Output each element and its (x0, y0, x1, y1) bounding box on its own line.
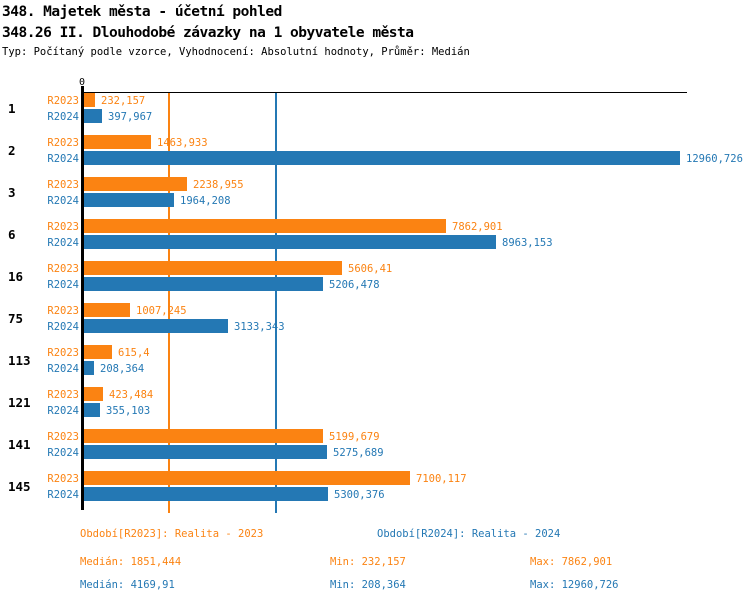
stat-median-r2024: Medián: 4169,91 (80, 579, 175, 591)
bar-value-label: 5300,376 (334, 489, 385, 501)
series-tick-label-r2023: R2023 (47, 473, 79, 485)
bar-r2023 (84, 387, 103, 401)
report-subtitle: 348.26 II. Dlouhodobé závazky na 1 obyva… (2, 25, 414, 41)
bar-value-label: 1463,933 (157, 137, 208, 149)
stat-min-r2024: Min: 208,364 (330, 579, 406, 591)
bar-r2024 (84, 151, 680, 165)
stat-max-r2023: Max: 7862,901 (530, 556, 613, 568)
bar-r2024 (84, 319, 228, 333)
bar-r2024 (84, 361, 94, 375)
median-gridline-r2023 (168, 92, 171, 513)
y-axis-line (81, 86, 84, 510)
category-label: 141 (8, 437, 31, 452)
category-label: 6 (8, 227, 16, 242)
series-tick-label-r2024: R2024 (47, 111, 79, 123)
series-tick-label-r2024: R2024 (47, 237, 79, 249)
bar-value-label: 208,364 (100, 363, 145, 375)
bar-value-label: 5606,41 (348, 263, 393, 275)
x-axis-zero-label: 0 (78, 77, 86, 88)
bar-value-label: 2238,955 (193, 179, 244, 191)
category-label: 2 (8, 143, 16, 158)
bar-r2023 (84, 219, 446, 233)
stat-median-r2023: Medián: 1851,444 (80, 556, 182, 568)
bar-value-label: 355,103 (106, 405, 151, 417)
category-label: 16 (8, 269, 24, 284)
legend-entry-r2023: Období[R2023]: Realita - 2023 (80, 528, 264, 540)
bar-r2023 (84, 261, 342, 275)
bar-r2023 (84, 303, 130, 317)
bar-value-label: 7100,117 (416, 473, 467, 485)
median-gridline-r2024 (274, 92, 277, 513)
series-tick-label-r2024: R2024 (47, 489, 79, 501)
bar-r2023 (84, 471, 410, 485)
category-label: 75 (8, 311, 24, 326)
category-label: 113 (8, 353, 31, 368)
bar-r2023 (84, 429, 323, 443)
bar-value-label: 397,967 (108, 111, 153, 123)
bar-value-label: 1007,245 (136, 305, 187, 317)
bar-value-label: 3133,343 (234, 321, 285, 333)
series-tick-label-r2023: R2023 (47, 305, 79, 317)
bar-value-label: 5275,689 (333, 447, 384, 459)
category-label: 145 (8, 479, 31, 494)
series-tick-label-r2023: R2023 (47, 263, 79, 275)
series-tick-label-r2023: R2023 (47, 137, 79, 149)
stat-max-r2024: Max: 12960,726 (530, 579, 619, 591)
category-label: 3 (8, 185, 16, 200)
series-tick-label-r2024: R2024 (47, 405, 79, 417)
bar-r2024 (84, 277, 323, 291)
bar-value-label: 8963,153 (502, 237, 553, 249)
series-tick-label-r2024: R2024 (47, 321, 79, 333)
series-tick-label-r2024: R2024 (47, 195, 79, 207)
series-tick-label-r2024: R2024 (47, 447, 79, 459)
series-tick-label-r2024: R2024 (47, 279, 79, 291)
series-tick-label-r2023: R2023 (47, 221, 79, 233)
bar-r2024 (84, 193, 174, 207)
bar-r2023 (84, 135, 151, 149)
category-label: 1 (8, 101, 16, 116)
x-axis-top-border (81, 92, 687, 93)
stat-min-r2023: Min: 232,157 (330, 556, 406, 568)
bar-r2024 (84, 109, 102, 123)
bar-value-label: 5206,478 (329, 279, 380, 291)
bar-value-label: 5199,679 (329, 431, 380, 443)
report-meta-line: Typ: Počítaný podle vzorce, Vyhodnocení:… (2, 46, 470, 58)
series-tick-label-r2023: R2023 (47, 389, 79, 401)
series-tick-label-r2023: R2023 (47, 347, 79, 359)
series-tick-label-r2023: R2023 (47, 95, 79, 107)
bar-r2023 (84, 93, 95, 107)
series-tick-label-r2024: R2024 (47, 363, 79, 375)
bar-value-label: 7862,901 (452, 221, 503, 233)
series-tick-label-r2024: R2024 (47, 153, 79, 165)
bar-r2024 (84, 445, 327, 459)
bar-r2024 (84, 235, 496, 249)
bar-value-label: 232,157 (101, 95, 146, 107)
bar-value-label: 615,4 (118, 347, 150, 359)
bar-r2023 (84, 345, 112, 359)
bar-value-label: 423,484 (109, 389, 154, 401)
series-tick-label-r2023: R2023 (47, 431, 79, 443)
report-title: 348. Majetek města - účetní pohled (2, 4, 282, 20)
bar-value-label: 1964,208 (180, 195, 231, 207)
legend-entry-r2024: Období[R2024]: Realita - 2024 (377, 528, 561, 540)
series-tick-label-r2023: R2023 (47, 179, 79, 191)
bar-r2024 (84, 487, 328, 501)
bar-r2023 (84, 177, 187, 191)
bar-value-label: 12960,726 (686, 153, 743, 165)
category-label: 121 (8, 395, 31, 410)
bar-r2024 (84, 403, 100, 417)
